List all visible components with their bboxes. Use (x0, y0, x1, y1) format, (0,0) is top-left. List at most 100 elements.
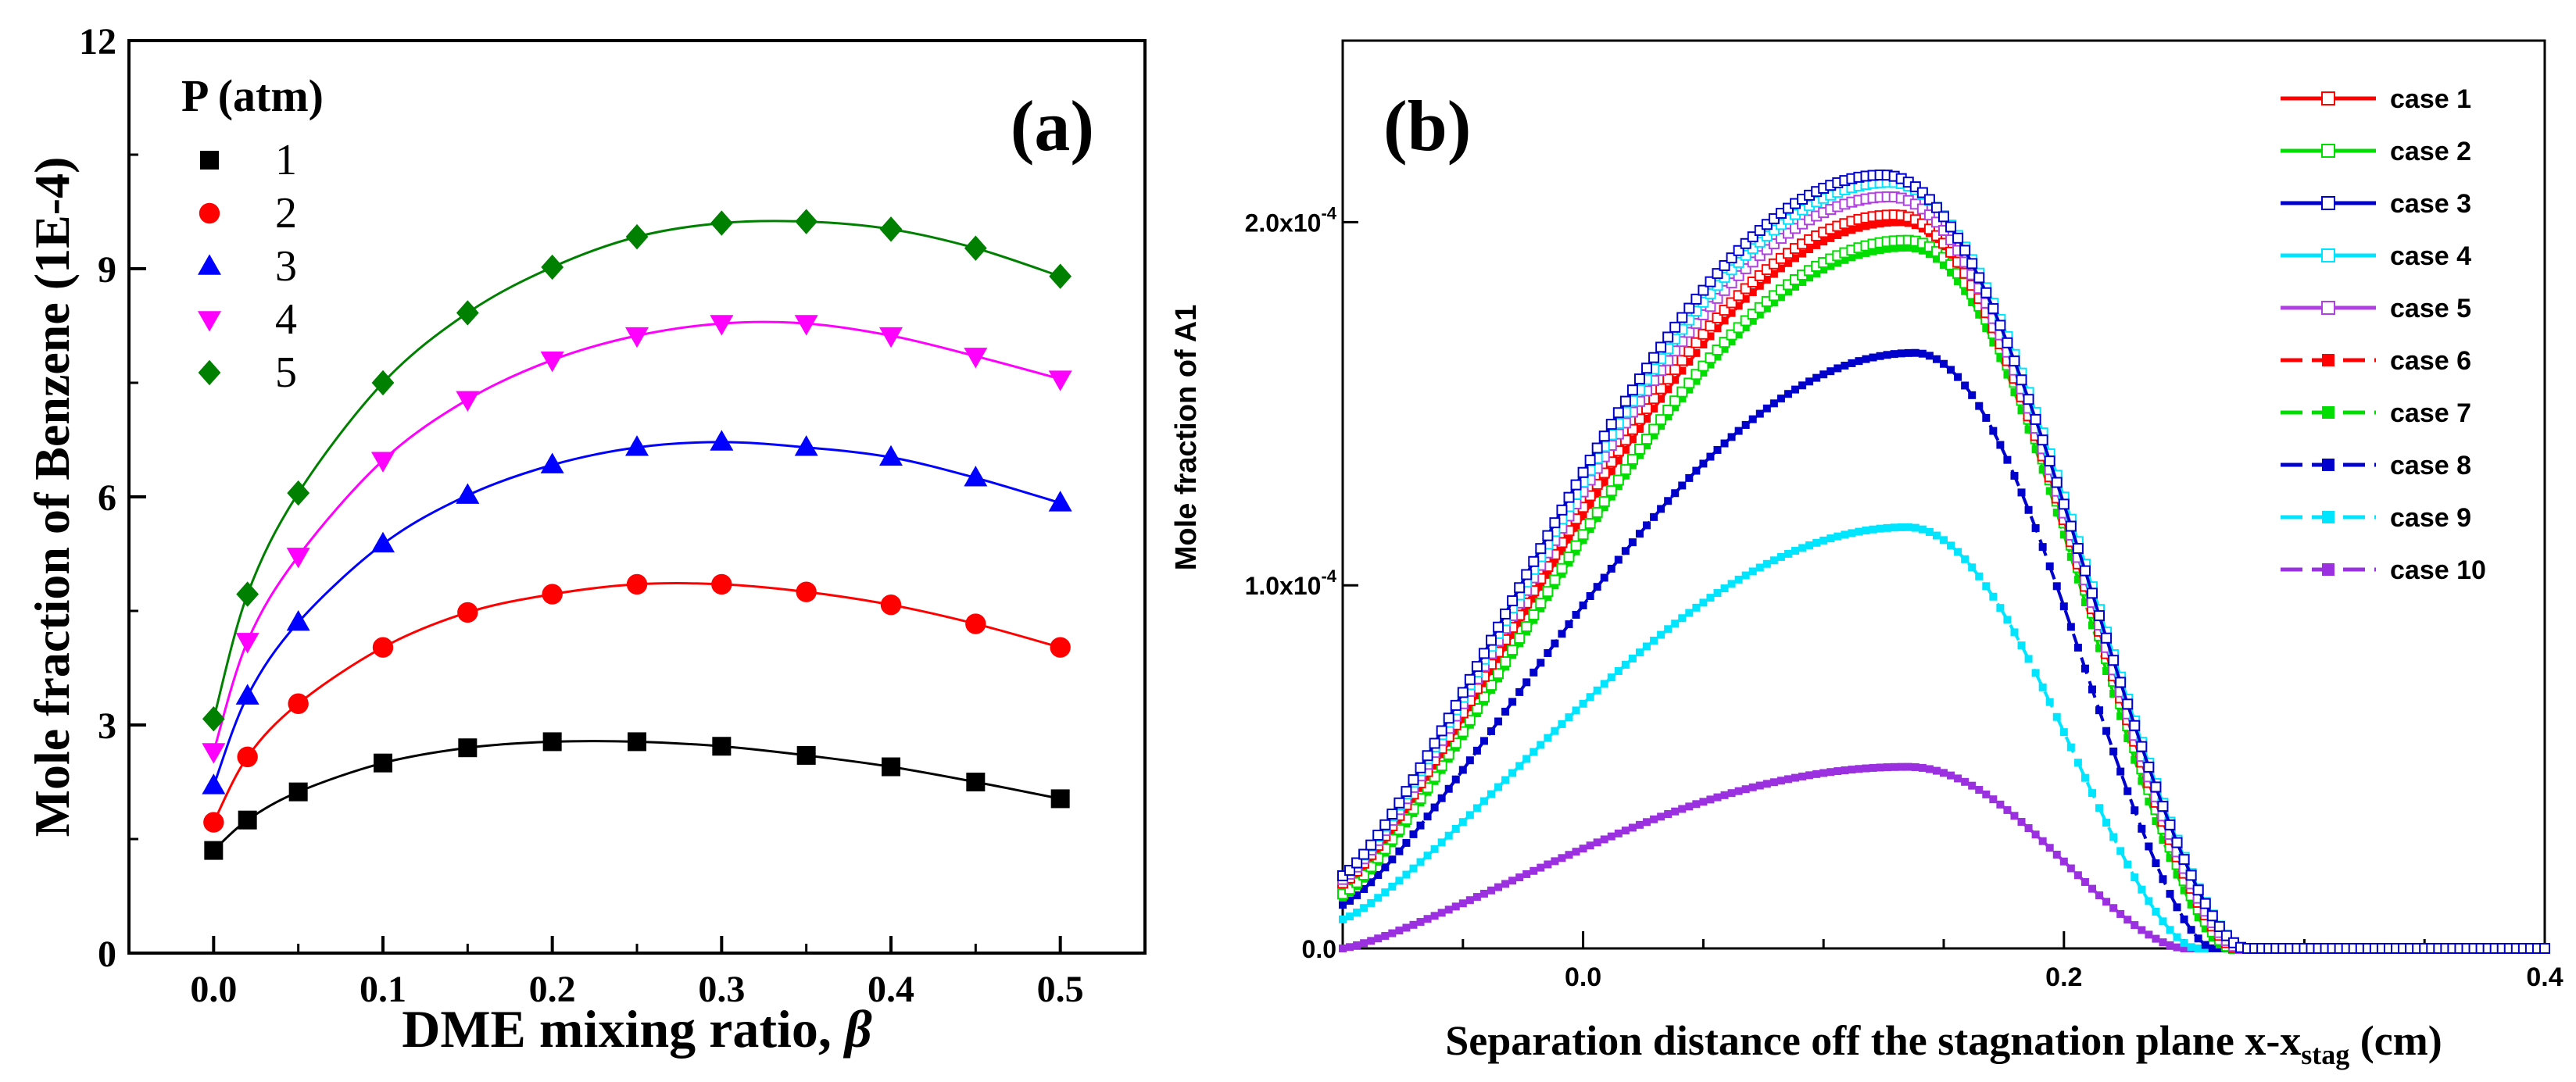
panel-b-data-point (1876, 220, 1884, 228)
panel-b-data-point (1430, 762, 1439, 770)
panel-b-data-point (1685, 385, 1694, 394)
panel-b-data-point (1478, 648, 1490, 659)
panel-b-data-point (1947, 771, 1955, 780)
panel-b-data-point (1558, 547, 1566, 555)
panel-b-data-point (1472, 691, 1481, 700)
panel-b-data-point (1542, 586, 1554, 598)
panel-b-data-point (1395, 927, 1404, 935)
panel-b-data-point (1579, 845, 1587, 853)
panel-b-data-point (1628, 435, 1637, 444)
panel-b-data-point (1430, 803, 1439, 812)
panel-a-data-point (1048, 491, 1072, 512)
panel-b-data-point (2150, 781, 2162, 793)
panel-b-data-point (1669, 364, 1681, 376)
panel-b-data-point (1954, 277, 1962, 285)
panel-b-legend-label: case 2 (2390, 137, 2471, 166)
panel-a-data-point (964, 348, 988, 369)
panel-b-data-point (1537, 583, 1545, 591)
panel-b-data-point (1973, 272, 1985, 284)
panel-b-data-point (1648, 352, 1660, 363)
panel-b-data-point (1479, 797, 1488, 805)
panel-b-data-point (1643, 441, 1651, 449)
panel-b-y-tick-base: 2.0x10 (1245, 209, 1322, 237)
panel-b-data-point (2038, 543, 2047, 552)
panel-b-data-point (1883, 351, 1891, 359)
panel-a-data-point (457, 602, 478, 623)
panel-b-data-point (1556, 562, 1568, 574)
panel-b-series-line (1341, 180, 2545, 950)
panel-b-data-point (1416, 858, 1425, 866)
panel-b-data-point (1982, 323, 1991, 332)
panel-a-data-point (796, 581, 817, 602)
panel-a-data-point (456, 391, 480, 412)
panel-a-series-line (213, 740, 1061, 852)
panel-b-data-point (1558, 854, 1566, 862)
panel-b-data-point (2138, 777, 2146, 785)
panel-b-y-axis-label: Mole fraction of A1 (1170, 305, 1203, 571)
panel-b-data-point (1360, 939, 1368, 948)
panel-b-data-point (1671, 376, 1680, 384)
panel-a-legend-label: 1 (275, 136, 297, 184)
panel-b-data-point (1848, 359, 1856, 367)
panel-b-legend-label: case 3 (2390, 189, 2471, 219)
panel-b-data-point (1911, 348, 1919, 357)
panel-b-data-point (1633, 443, 1645, 455)
panel-b-data-point (1755, 409, 1764, 418)
panel-b-data-point (1798, 249, 1807, 258)
panel-b-data-point (1500, 656, 1512, 668)
panel-b-data-point (2088, 621, 2096, 630)
panel-b-data-point (1848, 253, 1856, 262)
panel-b-data-point (2010, 471, 2019, 480)
panel-b-data-point (1662, 373, 1674, 385)
panel-b-data-point (1961, 287, 1970, 295)
panel-b-data-point (1698, 328, 1709, 340)
panel-b-data-point (1982, 790, 1991, 798)
panel-b-data-point (2143, 761, 2155, 773)
panel-b-series-line (1341, 173, 2545, 950)
panel-b-data-point (1648, 423, 1660, 435)
panel-b-data-point (1676, 386, 1688, 398)
panel-b-data-point (1464, 673, 1476, 685)
panel-b-data-point (1579, 536, 1587, 545)
panel-b-data-point (1791, 254, 1800, 262)
panel-b-data-point (1451, 902, 1460, 911)
panel-b-data-point (1841, 766, 1849, 775)
panel-b-data-point (1381, 931, 1390, 940)
panel-b-data-point (2059, 857, 2068, 866)
panel-a-data-point (710, 315, 734, 336)
panel-a-data-point (540, 452, 564, 473)
panel-b-data-point (1791, 283, 1800, 291)
panel-b-data-point (1572, 547, 1580, 555)
panel-b-data-point (1690, 293, 1702, 305)
panel-b-data-point (1705, 320, 1716, 332)
panel-b-data-point (1690, 369, 1702, 380)
panel-b-data-point (1402, 870, 1411, 879)
panel-b-data-point (2192, 884, 2204, 896)
panel-b-data-point (1834, 259, 1842, 267)
panel-b-data-point (1472, 746, 1481, 755)
panel-b-data-point (1570, 540, 1582, 552)
panel-b-data-point (1918, 349, 1927, 358)
panel-b-data-point (2152, 817, 2160, 826)
panel-b-data-point (1862, 355, 1870, 363)
panel-b-data-point (1579, 512, 1587, 520)
panel-a-data-point (286, 548, 310, 569)
panel-b-data-point (2095, 644, 2104, 652)
panel-b-data-point (2152, 934, 2160, 943)
panel-b-data-point (1685, 358, 1694, 366)
panel-a-x-tick-label: 0.5 (1037, 969, 1084, 1010)
panel-b-data-point (1699, 598, 1708, 607)
panel-b-data-point (2059, 530, 2068, 539)
panel-b-data-point (2038, 837, 2047, 845)
panel-a-data-point (371, 370, 395, 396)
panel-b-data-point (1600, 680, 1608, 688)
panel-b-data-point (1996, 604, 2005, 612)
panel-b-data-point (1479, 889, 1488, 898)
panel-b-data-point (1748, 415, 1757, 423)
panel-b-data-point (1451, 824, 1460, 833)
panel-b-data-point (2131, 755, 2139, 764)
panel-b-data-point (1784, 549, 1792, 558)
panel-b-data-point (1911, 244, 1919, 252)
panel-a-data-point (1048, 370, 1072, 391)
panel-b-chart: (b) 0.0 0.2 0.40.01.0x10-42.0x10-4 case 1c… (1170, 39, 2563, 1070)
